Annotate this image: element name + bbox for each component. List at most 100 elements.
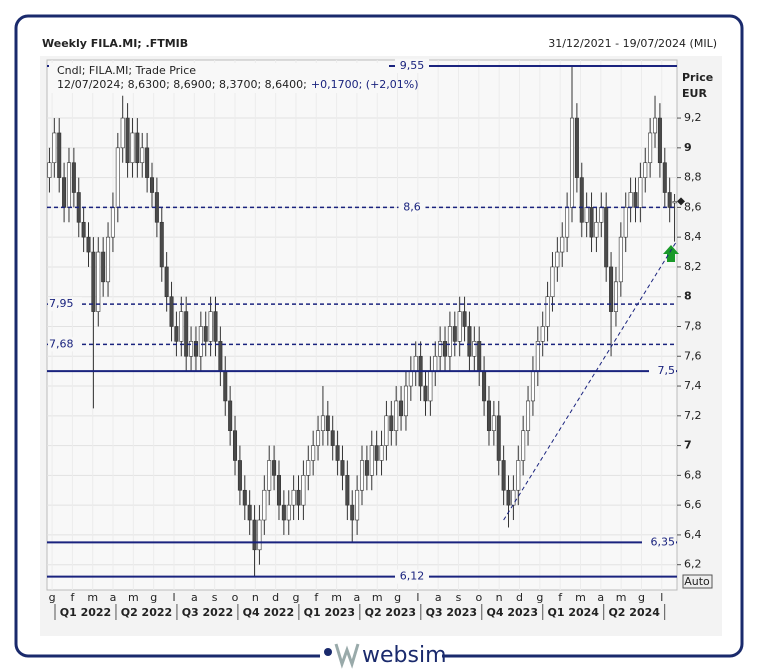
y-tick-label: 6,4	[684, 528, 702, 541]
y-axis-label: Price	[682, 71, 713, 84]
x-tick-label: l	[172, 591, 175, 604]
candle-body	[311, 445, 316, 461]
candle-body	[560, 236, 565, 253]
auto-button[interactable]	[682, 574, 713, 589]
candle-body	[540, 326, 545, 342]
candle-body	[130, 132, 135, 164]
level-label: 6,12	[400, 570, 425, 583]
candle-body	[623, 207, 628, 238]
candle-body	[516, 460, 521, 491]
x-tick-label: a	[597, 591, 604, 604]
candle-body	[599, 207, 604, 223]
candle-body	[228, 400, 233, 432]
candle-body	[413, 355, 418, 372]
candle-body	[672, 201, 677, 204]
level-label-bg	[649, 364, 676, 379]
x-tick-label: o	[232, 591, 239, 604]
candle-body	[301, 475, 306, 506]
candle-body	[237, 460, 242, 491]
quarter-label: Q1 2022	[60, 606, 111, 619]
x-tick-label: g	[49, 591, 56, 604]
candle-body	[330, 430, 335, 446]
brand: websim	[362, 643, 447, 668]
candle-body	[184, 311, 189, 357]
x-tick-label: d	[272, 591, 279, 604]
candle-body	[526, 400, 531, 432]
x-tick-label: o	[475, 591, 482, 604]
candle-body	[584, 207, 589, 223]
candle-body	[467, 326, 472, 357]
candle-body	[364, 460, 369, 476]
candle-body	[379, 445, 384, 461]
candle-body	[359, 460, 365, 491]
level-label-bg	[398, 200, 426, 215]
y-tick-label: 7,2	[684, 409, 702, 422]
quarter-label: Q1 2024	[547, 606, 599, 619]
candle-body	[203, 326, 208, 342]
y-tick-label: 8	[684, 290, 692, 303]
candle-body	[189, 341, 194, 357]
x-tick-label: g	[150, 591, 157, 604]
quarter-label: Q2 2023	[365, 606, 416, 619]
candle-body	[86, 236, 91, 253]
candle-body	[511, 489, 516, 506]
candle-body	[384, 415, 389, 446]
y-tick-label: 7,4	[684, 379, 702, 392]
candle-body	[521, 430, 526, 461]
x-tick-label: f	[314, 591, 319, 604]
x-tick-label: f	[70, 591, 75, 604]
trendline	[503, 240, 678, 521]
candle-body	[223, 370, 228, 402]
candle-body	[589, 207, 594, 238]
x-tick-label: f	[558, 591, 563, 604]
x-tick-label: d	[516, 591, 523, 604]
x-tick-label: m	[372, 591, 383, 604]
candle-body	[638, 177, 643, 208]
candle-body	[594, 221, 599, 238]
candle-body	[335, 445, 340, 461]
candle-body	[433, 355, 438, 372]
candle-body	[57, 132, 62, 178]
candle-body	[643, 162, 648, 178]
candle-body	[535, 341, 540, 372]
candle-body	[296, 489, 301, 506]
candle-body	[145, 147, 150, 178]
chart-title: Weekly FILA.MI; .FTMIB	[42, 37, 188, 50]
x-tick-label: m	[87, 591, 98, 604]
candle-body	[628, 192, 633, 208]
level-label-bg	[48, 297, 82, 312]
candle-body	[62, 177, 67, 208]
candle-body	[120, 117, 125, 149]
candle-body	[394, 400, 399, 432]
candle-body	[159, 221, 164, 268]
auto-button-label[interactable]: Auto	[684, 575, 710, 588]
level-label-bg	[642, 535, 676, 550]
logo-icon	[334, 643, 360, 669]
candle-body	[306, 460, 311, 476]
candle-body	[106, 236, 111, 283]
candle-body	[193, 341, 198, 357]
level-label: 7,5	[658, 364, 676, 377]
candle-body	[462, 311, 467, 327]
y-tick-label: 9,2	[684, 111, 702, 124]
y-tick-label: 6,6	[684, 498, 702, 511]
y-tick-label: 8,4	[684, 230, 702, 243]
quarter-label: Q2 2022	[121, 606, 172, 619]
candle-body	[66, 162, 71, 208]
quarter-label: Q4 2023	[487, 606, 538, 619]
candle-body	[653, 117, 658, 134]
y-tick-label: 8,8	[684, 171, 702, 184]
candle-body	[447, 326, 452, 357]
logo-dot	[324, 648, 332, 656]
candle-body	[213, 311, 218, 342]
quarter-label: Q4 2022	[243, 606, 294, 619]
quarter-label: Q2 2024	[608, 606, 660, 619]
candle-body	[555, 251, 560, 268]
candle-body	[399, 400, 404, 417]
candle-body	[472, 341, 477, 357]
candle-body	[428, 370, 433, 402]
candle-body	[252, 519, 257, 551]
candle-body	[340, 460, 345, 476]
candle-body	[530, 370, 535, 402]
